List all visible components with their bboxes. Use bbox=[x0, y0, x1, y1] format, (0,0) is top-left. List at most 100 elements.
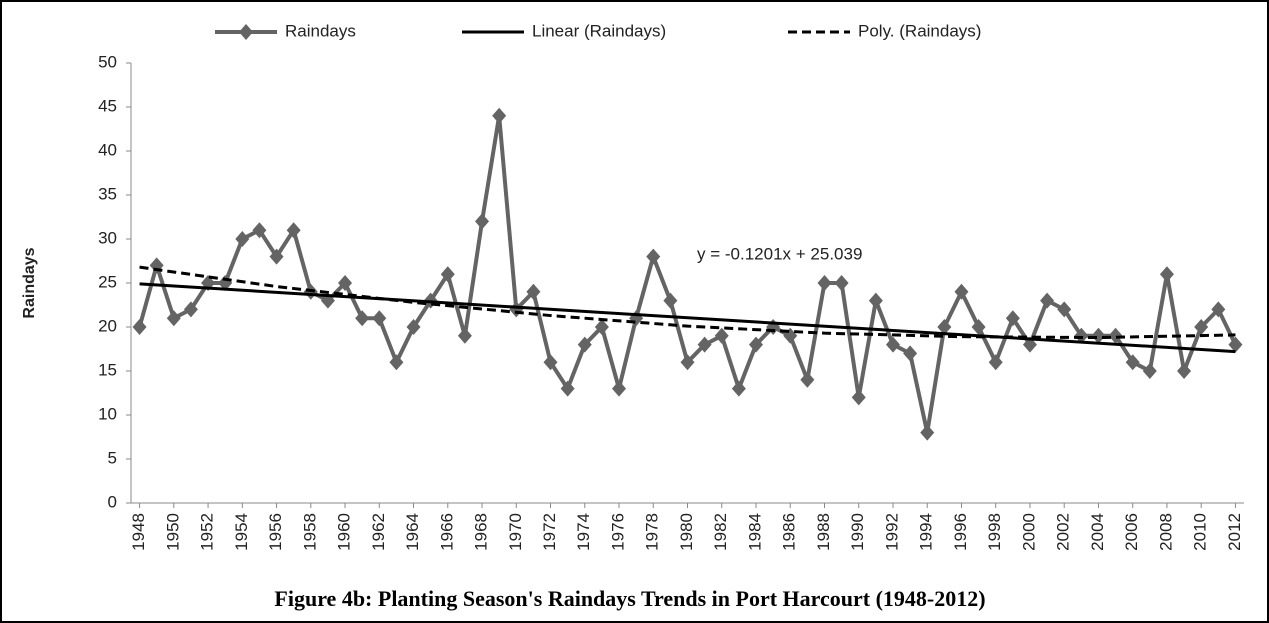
data-point bbox=[680, 354, 695, 371]
data-point bbox=[885, 336, 900, 353]
legend-label: Poly. (Raindays) bbox=[858, 21, 981, 40]
data-point bbox=[338, 275, 353, 291]
x-tick-label: 1990 bbox=[848, 513, 867, 551]
x-tick-label: 1998 bbox=[985, 513, 1004, 551]
x-tick-label: 1994 bbox=[917, 513, 936, 551]
data-point bbox=[440, 266, 455, 283]
data-point bbox=[1177, 363, 1192, 379]
data-point bbox=[457, 327, 472, 344]
data-point bbox=[1125, 354, 1140, 371]
series-line bbox=[139, 265, 1236, 340]
x-tick-label: 1988 bbox=[814, 513, 833, 551]
y-tick-label: 35 bbox=[98, 184, 117, 203]
data-point bbox=[406, 319, 421, 335]
x-tick-label: 1984 bbox=[745, 513, 764, 551]
data-point bbox=[920, 424, 935, 441]
x-tick-label: 2006 bbox=[1122, 513, 1141, 551]
y-axis-label: Raindays bbox=[21, 247, 38, 318]
data-point bbox=[1005, 310, 1020, 327]
legend-label: Raindays bbox=[285, 21, 356, 40]
data-point bbox=[594, 319, 609, 335]
x-tick-label: 1962 bbox=[369, 513, 388, 551]
data-point bbox=[1040, 292, 1055, 309]
data-point bbox=[1057, 301, 1072, 318]
data-point bbox=[577, 336, 592, 353]
x-tick-label: 2000 bbox=[1019, 513, 1038, 551]
y-tick-label: 0 bbox=[108, 492, 117, 511]
x-tick-label: 1954 bbox=[232, 513, 251, 551]
x-tick-label: 1970 bbox=[506, 513, 525, 551]
x-tick-label: 1960 bbox=[335, 513, 354, 551]
data-point bbox=[663, 292, 678, 309]
x-tick-label: 2002 bbox=[1054, 513, 1073, 551]
data-point bbox=[1194, 319, 1209, 335]
y-tick-label: 15 bbox=[98, 360, 117, 379]
data-point bbox=[1074, 327, 1089, 344]
x-tick-label: 1956 bbox=[266, 513, 285, 551]
x-tick-label: 1952 bbox=[198, 513, 217, 551]
annotation: y = -0.1201x + 25.039 bbox=[697, 244, 862, 263]
data-point bbox=[560, 380, 575, 397]
data-point bbox=[389, 354, 404, 371]
x-tick-label: 1950 bbox=[163, 513, 182, 551]
data-point bbox=[714, 327, 729, 344]
x-tick-label: 2012 bbox=[1225, 513, 1244, 551]
data-point bbox=[355, 310, 370, 327]
data-point bbox=[1228, 336, 1243, 353]
data-point bbox=[252, 222, 267, 239]
data-point bbox=[954, 283, 969, 300]
legend-marker bbox=[239, 24, 253, 40]
data-point bbox=[903, 345, 918, 362]
x-tick-label: 1966 bbox=[437, 513, 456, 551]
chart-title: Figure 4b: Planting Season's Raindays Tr… bbox=[274, 586, 985, 611]
data-point bbox=[286, 222, 301, 239]
data-point bbox=[612, 380, 627, 397]
data-point bbox=[748, 336, 763, 353]
x-tick-label: 2004 bbox=[1088, 513, 1107, 551]
data-point bbox=[269, 248, 284, 265]
data-point bbox=[731, 380, 746, 397]
x-tick-label: 1968 bbox=[472, 513, 491, 551]
data-point bbox=[492, 107, 507, 124]
x-tick-label: 1972 bbox=[540, 513, 559, 551]
data-point bbox=[1159, 266, 1174, 283]
data-point bbox=[372, 310, 387, 327]
x-tick-label: 2008 bbox=[1156, 513, 1175, 551]
x-tick-label: 1958 bbox=[300, 513, 319, 551]
series-line bbox=[139, 282, 1236, 354]
y-tick-label: 25 bbox=[98, 272, 117, 291]
x-tick-label: 1986 bbox=[780, 513, 799, 551]
data-point bbox=[235, 231, 250, 247]
data-point bbox=[988, 354, 1003, 371]
data-point bbox=[646, 248, 661, 265]
legend-label: Linear (Raindays) bbox=[532, 21, 666, 40]
x-tick-label: 1982 bbox=[711, 513, 730, 551]
data-point bbox=[800, 371, 815, 388]
data-point bbox=[868, 292, 883, 309]
data-point bbox=[834, 275, 849, 291]
data-point bbox=[1108, 327, 1123, 344]
data-point bbox=[183, 301, 198, 318]
data-point bbox=[166, 310, 181, 327]
data-point bbox=[526, 283, 541, 300]
x-tick-label: 2010 bbox=[1191, 513, 1210, 551]
data-point bbox=[1211, 301, 1226, 318]
x-tick-label: 1974 bbox=[574, 513, 593, 551]
y-tick-label: 20 bbox=[98, 316, 117, 335]
x-tick-label: 1964 bbox=[403, 513, 422, 551]
y-tick-label: 45 bbox=[98, 96, 117, 115]
y-tick-label: 30 bbox=[98, 228, 117, 247]
y-tick-label: 50 bbox=[98, 52, 117, 71]
y-tick-label: 40 bbox=[98, 140, 117, 159]
y-tick-label: 5 bbox=[108, 448, 117, 467]
data-point bbox=[851, 389, 866, 406]
x-tick-label: 1948 bbox=[129, 513, 148, 551]
data-point bbox=[817, 275, 832, 291]
data-point bbox=[1091, 327, 1106, 344]
x-tick-label: 1978 bbox=[643, 513, 662, 551]
data-point bbox=[1142, 363, 1157, 379]
data-point bbox=[937, 319, 952, 335]
x-tick-label: 1980 bbox=[677, 513, 696, 551]
x-tick-label: 1996 bbox=[951, 513, 970, 551]
